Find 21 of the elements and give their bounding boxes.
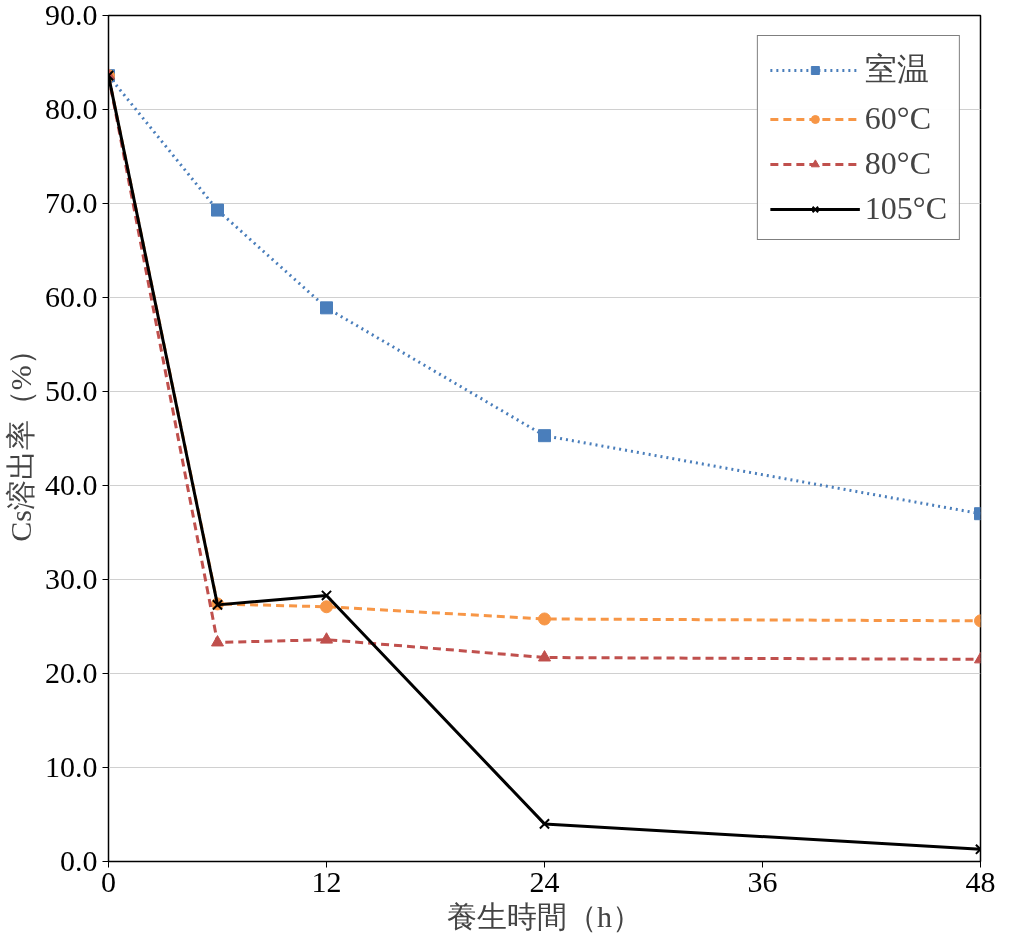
legend-label: 60°C (864, 100, 931, 137)
y-tick-label: 90.0 (45, 0, 98, 31)
y-tick-label: 0.0 (60, 844, 98, 877)
y-tick-label: 80.0 (45, 92, 98, 125)
x-tick-label: 48 (965, 864, 996, 898)
x-tick-label: 0 (101, 864, 116, 898)
y-tick-label: 50.0 (45, 374, 98, 407)
legend-label: 105°C (864, 190, 947, 227)
legend-label: 80°C (864, 145, 931, 182)
x-tick-label: 36 (747, 864, 778, 898)
x-tick-label: 12 (311, 864, 342, 898)
y-tick-label: 60.0 (45, 280, 98, 313)
legend-label: 室温 (864, 50, 929, 89)
y-axis-title: Cs溶出率（%） (4, 335, 37, 542)
y-tick-label: 40.0 (45, 468, 98, 501)
y-tick-label: 30.0 (45, 562, 98, 595)
x-tick-label: 24 (529, 864, 560, 898)
y-tick-label: 20.0 (45, 656, 98, 689)
x-axis-title: 養生時間（h） (447, 899, 642, 933)
y-tick-label: 10.0 (45, 750, 98, 783)
y-tick-label: 70.0 (45, 186, 98, 219)
